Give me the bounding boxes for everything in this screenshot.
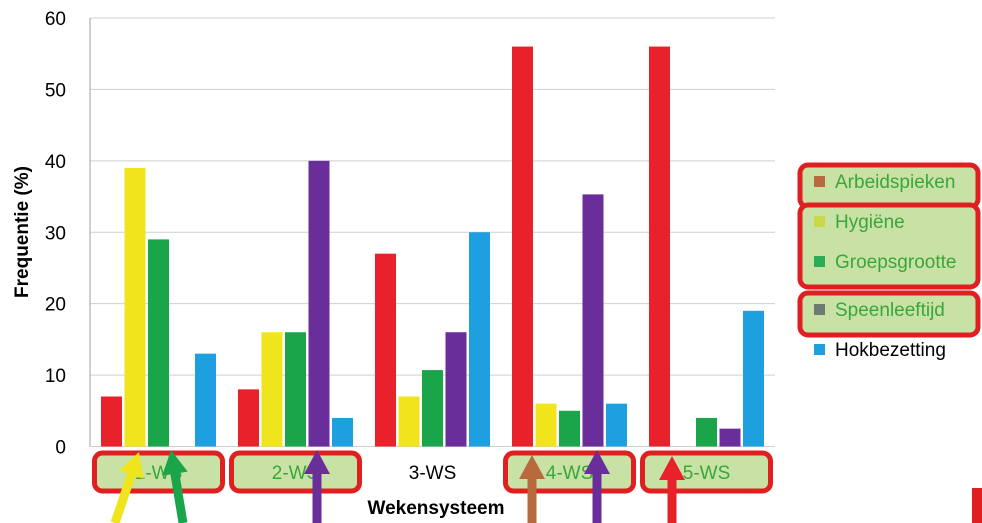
bar-groepsgrootte-1-ws	[148, 239, 169, 447]
y-tick-label: 30	[45, 223, 66, 244]
legend-label-speenleeftijd: Speenleeftijd	[835, 300, 945, 321]
legend-marker-hokbezetting	[814, 344, 825, 355]
y-tick-label: 60	[45, 9, 66, 30]
bar-hygiëne-2-ws	[261, 332, 283, 447]
bar-speenleeftijd-3-ws	[445, 332, 467, 447]
bar-hygiëne-3-ws	[398, 396, 420, 447]
legend-label-arbeidspieken: Arbeidspieken	[835, 172, 955, 193]
edge-marker	[972, 488, 982, 523]
y-tick-labels: 0 10 20 30 40 50 60	[45, 9, 66, 459]
y-axis-title: Frequentie (%)	[12, 166, 33, 298]
legend-marker-hygiëne	[814, 216, 825, 227]
legend-label-hygiëne: Hygiëne	[835, 212, 905, 233]
bar-speenleeftijd-5-ws	[719, 428, 741, 447]
bar-groepsgrootte-4-ws	[559, 410, 580, 447]
bar-arbeidspieken-5-ws	[649, 46, 670, 447]
y-tick-label: 10	[45, 366, 66, 387]
y-tick-label: 50	[45, 80, 66, 101]
category-highlight-box	[229, 450, 362, 494]
y-tick-label: 0	[55, 438, 66, 459]
bar-groepsgrootte-5-ws	[696, 417, 717, 447]
bar-arbeidspieken-2-ws	[238, 389, 259, 447]
bars	[101, 46, 764, 447]
bar-hokbezetting-3-ws	[469, 232, 490, 447]
bar-arbeidspieken-3-ws	[375, 253, 396, 447]
arrow-5-ws	[659, 456, 685, 523]
arrow-4-ws	[584, 450, 610, 523]
bar-groepsgrootte-2-ws	[285, 332, 306, 447]
x-axis-title: Wekensysteem	[368, 498, 505, 519]
arrow-1-ws	[162, 450, 188, 523]
legend-marker-groepsgrootte	[814, 256, 825, 267]
arrow-1-ws	[110, 452, 144, 523]
bar-arbeidspieken-4-ws	[512, 46, 533, 447]
x-category-label: 3-WS	[409, 463, 457, 484]
x-category-labels: 1-WS 2-WS 3-WS 4-WS 5-WS	[92, 450, 773, 494]
annotation-arrows	[110, 450, 685, 523]
arrow-2-ws	[304, 450, 330, 523]
bar-groepsgrootte-3-ws	[422, 370, 443, 447]
arrow-4-ws	[519, 455, 545, 523]
legend: Arbeidspieken Hygiëne Groepsgrootte Speenle…	[797, 162, 981, 361]
legend-marker-speenleeftijd	[814, 304, 825, 315]
bar-speenleeftijd-2-ws	[308, 160, 330, 447]
y-tick-label: 40	[45, 152, 66, 173]
bar-arbeidspieken-1-ws	[101, 396, 122, 447]
legend-label-hokbezetting: Hokbezetting	[835, 340, 946, 361]
x-category-label: 4-WS	[546, 463, 594, 484]
legend-highlight-box	[797, 290, 981, 338]
bar-hygiëne-1-ws	[124, 167, 146, 447]
x-category-label: 5-WS	[683, 463, 731, 484]
y-tick-label: 20	[45, 295, 66, 316]
legend-marker-arbeidspieken	[814, 176, 825, 187]
legend-label-groepsgrootte: Groepsgrootte	[835, 252, 956, 273]
bar-speenleeftijd-4-ws	[582, 194, 604, 447]
legend-highlight-box	[797, 202, 981, 290]
bar-hokbezetting-4-ws	[606, 403, 627, 447]
bar-hokbezetting-2-ws	[332, 417, 353, 447]
bar-hokbezetting-5-ws	[743, 310, 764, 447]
bar-hokbezetting-1-ws	[195, 353, 216, 447]
bar-hygiëne-4-ws	[535, 403, 557, 447]
